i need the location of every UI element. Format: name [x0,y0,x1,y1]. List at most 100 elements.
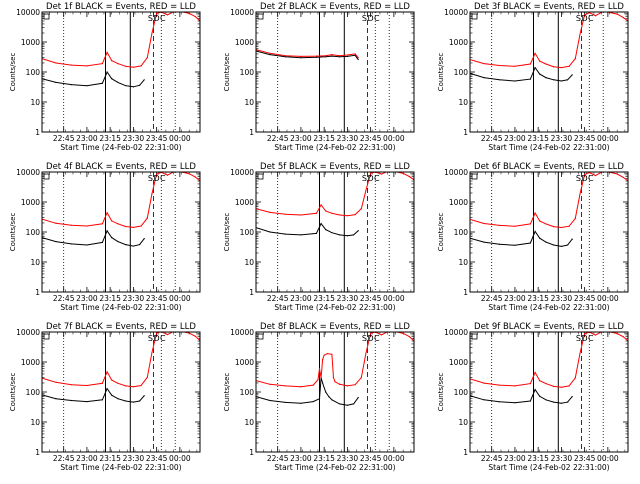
series-point [539,73,541,75]
y-tick-label: 100 [26,68,41,77]
series-point [594,15,597,17]
series-point [529,63,532,65]
mode-letter: S [576,334,581,343]
series-line-events [42,229,145,247]
y-tick-label: 100 [26,228,41,237]
series-point [325,391,327,393]
series-point [498,79,501,81]
series-point [380,334,383,336]
series-point [370,172,372,174]
series-point [55,222,57,224]
x-tick-label: 23:00 [76,294,98,303]
series-point [86,384,88,387]
chart-title: Det 8f BLACK = Events, RED = LLD [260,322,410,332]
mode-letter: S [362,334,367,343]
series-point [539,220,541,222]
y-tick-label: 10 [244,418,254,427]
x-tick-label: 22:45 [267,454,289,463]
mode-letter: S [148,334,153,343]
series-point [622,17,624,19]
y-tick-label: 1000 [449,38,468,47]
x-tick-label: 23:15 [527,454,549,463]
series-point [106,212,108,214]
y-tick-label: 100 [454,228,469,237]
x-tick-label: 23:00 [290,454,312,463]
series-point [125,225,127,228]
y-tick-label: 10 [244,258,254,267]
series-point [101,399,104,401]
y-axis-label: Counts/sec [223,213,231,252]
series-point [132,245,134,247]
series-point [331,54,333,56]
y-tick-label: 100 [240,228,255,237]
plot-frame [255,11,415,133]
series-point [320,204,322,206]
series-point [325,56,327,58]
y-axis-label: Counts/sec [9,213,17,252]
x-tick-label: 23:45 [574,294,596,303]
y-tick-label: 10 [458,418,468,427]
chart-title: Det 6f BLACK = Events, RED = LLD [474,162,624,172]
series-point [55,81,57,84]
y-tick-label: 10 [30,98,40,107]
series-group [256,48,359,61]
series-point [151,351,153,353]
series-point [325,55,327,57]
series-group [42,172,200,247]
series-point [111,220,113,222]
mode-letter: D [582,14,588,23]
series-point [151,32,153,34]
y-axis-label: Counts/sec [223,53,231,92]
y-tick-label: 1 [35,288,40,297]
series-point [539,237,541,239]
series-point [539,395,541,397]
series-point [360,208,362,210]
series-point [132,386,134,388]
series-point [117,63,119,65]
series-point [320,377,322,379]
series-point [514,225,516,227]
mode-letter: S [148,14,153,23]
x-axis-label: Start Time (24-Feb-02 22:31:00) [274,463,395,472]
series-point [553,79,555,81]
plot-frame [41,331,201,453]
x-tick-label: 23:30 [551,294,573,303]
series-point [125,85,127,87]
series-point [483,399,485,401]
y-tick-label: 1 [35,128,40,137]
x-tick-label: 23:45 [146,134,168,143]
series-point [594,174,597,177]
series-point [125,244,127,246]
plot-frame [255,331,415,453]
x-tick-label: 22:45 [481,134,503,143]
y-tick-label: 1000 [235,198,254,207]
series-point [138,244,141,246]
x-tick-label: 22:45 [481,454,503,463]
series-point [117,223,119,225]
series-group [42,332,200,403]
series-point [568,65,570,67]
series-point [402,172,404,174]
mode-letter: D [368,334,374,343]
y-tick-label: 1 [463,288,468,297]
series-point [514,402,516,404]
series-point [354,53,356,55]
chart-panel-7: Det 7f BLACK = Events, RED = LLD 1 10 100 10… [9,322,201,472]
series-point [315,56,318,58]
series-point [545,77,547,79]
series-point [284,55,287,57]
plot-frame [41,171,201,293]
panel-corner-box [257,333,264,340]
y-tick-label: 1000 [235,38,254,47]
series-point [529,78,532,80]
mode-letter: D [582,174,588,183]
x-tick-label: 23:00 [290,294,312,303]
chart-panel-8: Det 8f BLACK = Events, RED = LLD 1 10 100 10… [223,322,415,472]
series-point [300,214,302,216]
series-point [529,223,532,225]
series-point [622,336,624,338]
x-axis-label: Start Time (24-Feb-02 22:31:00) [488,143,609,152]
series-point [483,222,485,225]
mode-letter: S [362,174,367,183]
series-point [284,385,287,387]
